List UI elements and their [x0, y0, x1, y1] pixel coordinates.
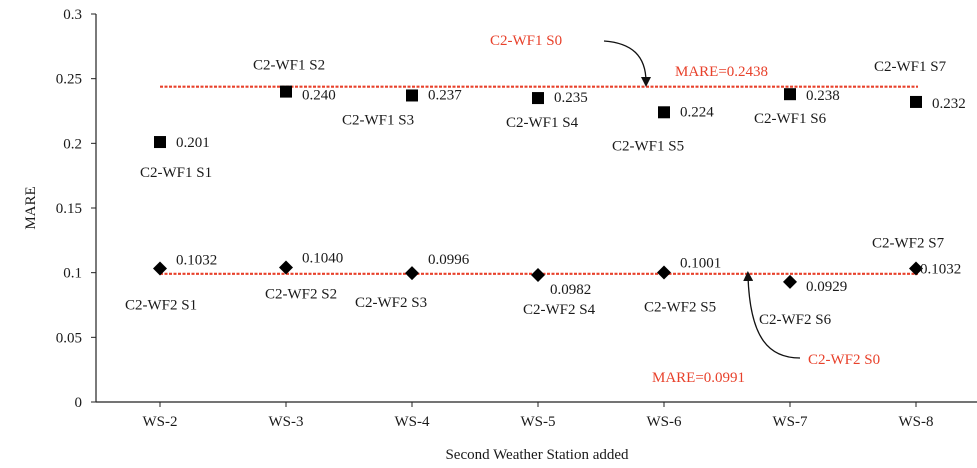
y-axis-title: MARE [23, 186, 39, 229]
point-name-label: C2-WF2 S1 [125, 298, 197, 314]
ref-label-wf2: MARE=0.0991 [652, 370, 745, 386]
data-label: 0.238 [806, 88, 840, 104]
point-diamond [909, 261, 923, 276]
ref-name-wf2: C2-WF2 S0 [808, 352, 880, 368]
x-tick-label: WS-3 [269, 414, 304, 430]
data-label: 0.0996 [428, 252, 470, 268]
point-name-label: C2-WF1 S2 [253, 58, 325, 74]
point-diamond [657, 265, 671, 280]
data-label: 0.237 [428, 87, 462, 103]
arrow-wf1 [603, 40, 651, 87]
point-name-label: C2-WF1 S7 [874, 59, 947, 75]
point-name-label: C2-WF2 S3 [355, 295, 427, 311]
data-label: 0.1040 [302, 250, 343, 266]
x-tick-label: WS-2 [143, 414, 178, 430]
y-tick-label: 0.25 [56, 72, 82, 88]
data-label: 0.240 [302, 88, 336, 104]
point-name-label: C2-WF1 S4 [506, 115, 579, 131]
point-diamond [279, 260, 293, 275]
point-name-label: C2-WF2 S6 [759, 312, 832, 328]
y-tick-label: 0.05 [56, 330, 82, 346]
point-square [532, 92, 544, 105]
point-diamond [531, 267, 545, 282]
y-tick-label: 0.1 [63, 266, 82, 282]
point-square [910, 95, 922, 108]
y-tick-label: 0 [75, 395, 83, 411]
data-label: 0.1032 [176, 253, 217, 269]
point-name-label: C2-WF2 S4 [523, 302, 596, 318]
data-label: 0.201 [176, 135, 210, 151]
y-tick-label: 0.2 [63, 136, 82, 152]
point-square [658, 106, 670, 119]
point-name-label: C2-WF2 S7 [872, 236, 945, 252]
point-name-label: C2-WF1 S3 [342, 112, 414, 128]
data-label: 0.1001 [680, 256, 721, 272]
data-label: 0.224 [680, 104, 714, 120]
x-tick-label: WS-4 [395, 414, 430, 430]
point-name-label: C2-WF2 S2 [265, 286, 337, 302]
y-tick-label: 0.15 [56, 201, 82, 217]
x-tick-label: WS-7 [773, 414, 808, 430]
point-name-label: C2-WF1 S6 [754, 111, 827, 127]
data-label: 0.235 [554, 90, 588, 106]
point-name-label: C2-WF1 S1 [140, 165, 212, 181]
ref-label-wf1: MARE=0.2438 [675, 64, 768, 80]
point-square [784, 88, 796, 101]
point-square [280, 85, 292, 98]
point-square [154, 136, 166, 149]
data-label: 0.0929 [806, 279, 847, 295]
point-diamond [783, 274, 797, 289]
x-axis-title: Second Weather Station added [445, 447, 629, 463]
data-label: 0.1032 [920, 262, 961, 278]
x-tick-label: WS-5 [521, 414, 556, 430]
point-square [406, 89, 418, 102]
point-name-label: C2-WF1 S5 [612, 138, 684, 154]
data-label: 0.0982 [550, 282, 591, 298]
ref-name-wf1: C2-WF1 S0 [490, 33, 562, 49]
x-tick-label: WS-6 [647, 414, 682, 430]
point-diamond [405, 266, 419, 281]
point-name-label: C2-WF2 S5 [644, 300, 716, 316]
arrow-wf2 [743, 271, 801, 359]
y-tick-label: 0.3 [63, 7, 82, 23]
data-label: 0.232 [932, 96, 966, 112]
x-tick-label: WS-8 [899, 414, 934, 430]
point-diamond [153, 261, 167, 276]
